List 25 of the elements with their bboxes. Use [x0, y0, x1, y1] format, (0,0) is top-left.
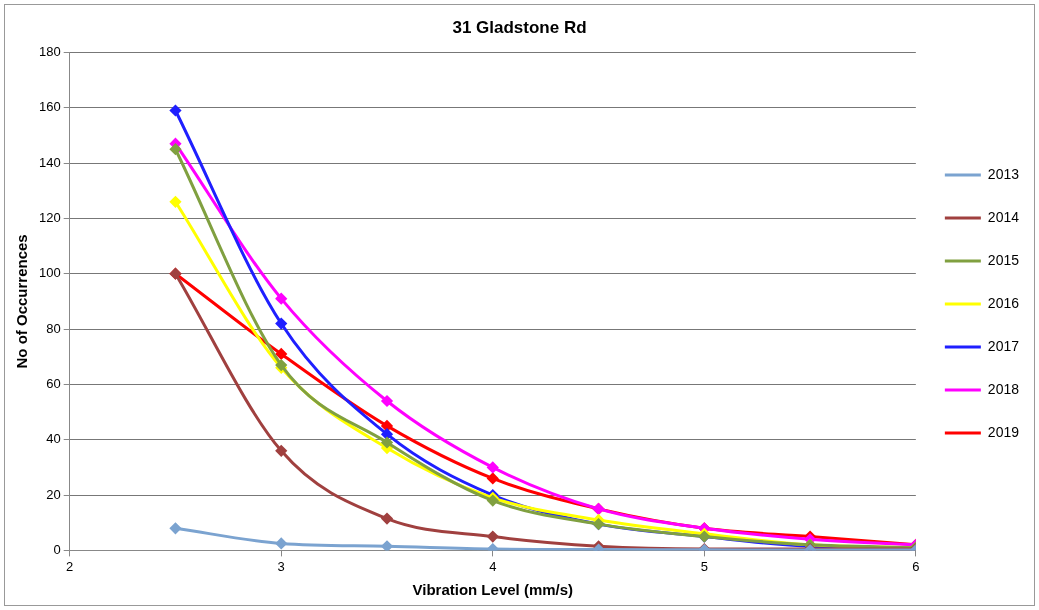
- legend-label: 2016: [987, 294, 1020, 311]
- y-axis-title: No of Occurrences: [13, 234, 31, 369]
- legend-label: 2018: [987, 380, 1020, 397]
- chart-title: 31 Gladstone Rd: [452, 17, 587, 37]
- y-tick-label: 60: [46, 375, 61, 391]
- x-axis-title: Vibration Level (mm/s): [412, 581, 574, 599]
- y-tick-label: 140: [38, 154, 61, 170]
- y-tick-label: 20: [46, 486, 61, 502]
- legend-label: 2019: [987, 423, 1020, 440]
- x-tick-label: 6: [912, 558, 920, 574]
- legend-label: 2015: [987, 251, 1020, 268]
- legend-label: 2017: [987, 337, 1020, 354]
- legend-label: 2013: [987, 165, 1020, 182]
- x-tick-label: 3: [277, 558, 285, 574]
- x-tick-label: 4: [489, 558, 497, 574]
- y-tick-label: 180: [38, 43, 61, 59]
- legend-label: 2014: [987, 208, 1020, 225]
- x-tick-label: 2: [66, 558, 74, 574]
- y-tick-label: 40: [46, 431, 61, 447]
- x-tick-label: 5: [700, 558, 708, 574]
- y-tick-label: 0: [53, 541, 61, 557]
- y-tick-label: 120: [38, 209, 61, 225]
- y-tick-label: 80: [46, 320, 61, 336]
- y-tick-label: 100: [38, 265, 61, 281]
- y-tick-label: 160: [38, 99, 61, 115]
